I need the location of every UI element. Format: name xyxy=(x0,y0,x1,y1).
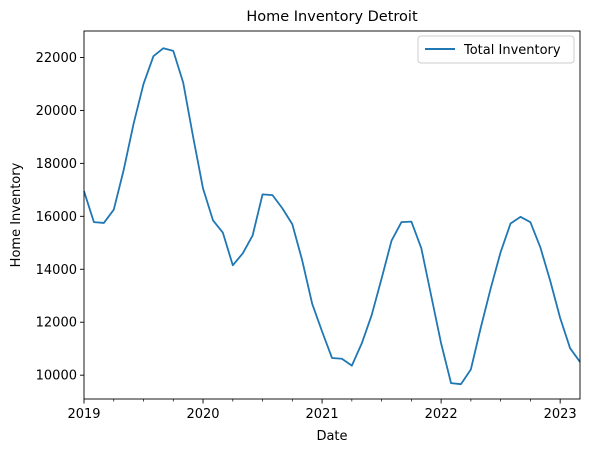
plot-frame xyxy=(83,30,581,400)
plot-area xyxy=(83,30,581,400)
y-axis-title: Home Inventory xyxy=(9,162,24,267)
y-tick-label: 22000 xyxy=(36,51,77,66)
x-axis-title: Date xyxy=(316,429,347,444)
y-tick-label: 20000 xyxy=(36,104,77,119)
x-tick-label: 2019 xyxy=(67,407,100,422)
y-axis: 10000 12000 14000 16000 18000 20000 22000 xyxy=(36,51,84,384)
x-tick-label: 2021 xyxy=(306,407,339,422)
chart-title: Home Inventory Detroit xyxy=(246,9,418,25)
y-tick-label: 18000 xyxy=(36,157,77,172)
y-tick-label: 14000 xyxy=(36,263,77,278)
series-line-0 xyxy=(83,47,581,386)
legend-label: Total Inventory xyxy=(463,43,561,58)
x-tick-label: 2022 xyxy=(425,407,458,422)
x-tick-label: 2020 xyxy=(186,407,219,422)
y-tick-label: 10000 xyxy=(36,369,77,384)
y-tick-label: 12000 xyxy=(36,316,77,331)
series-layer xyxy=(83,47,581,386)
legend-box xyxy=(417,35,575,64)
x-tick-label: 2023 xyxy=(544,407,577,422)
y-tick-label: 16000 xyxy=(36,210,77,225)
x-axis: 2019 2020 2021 2022 2023 xyxy=(67,399,577,422)
legend: Total Inventory xyxy=(417,35,575,64)
